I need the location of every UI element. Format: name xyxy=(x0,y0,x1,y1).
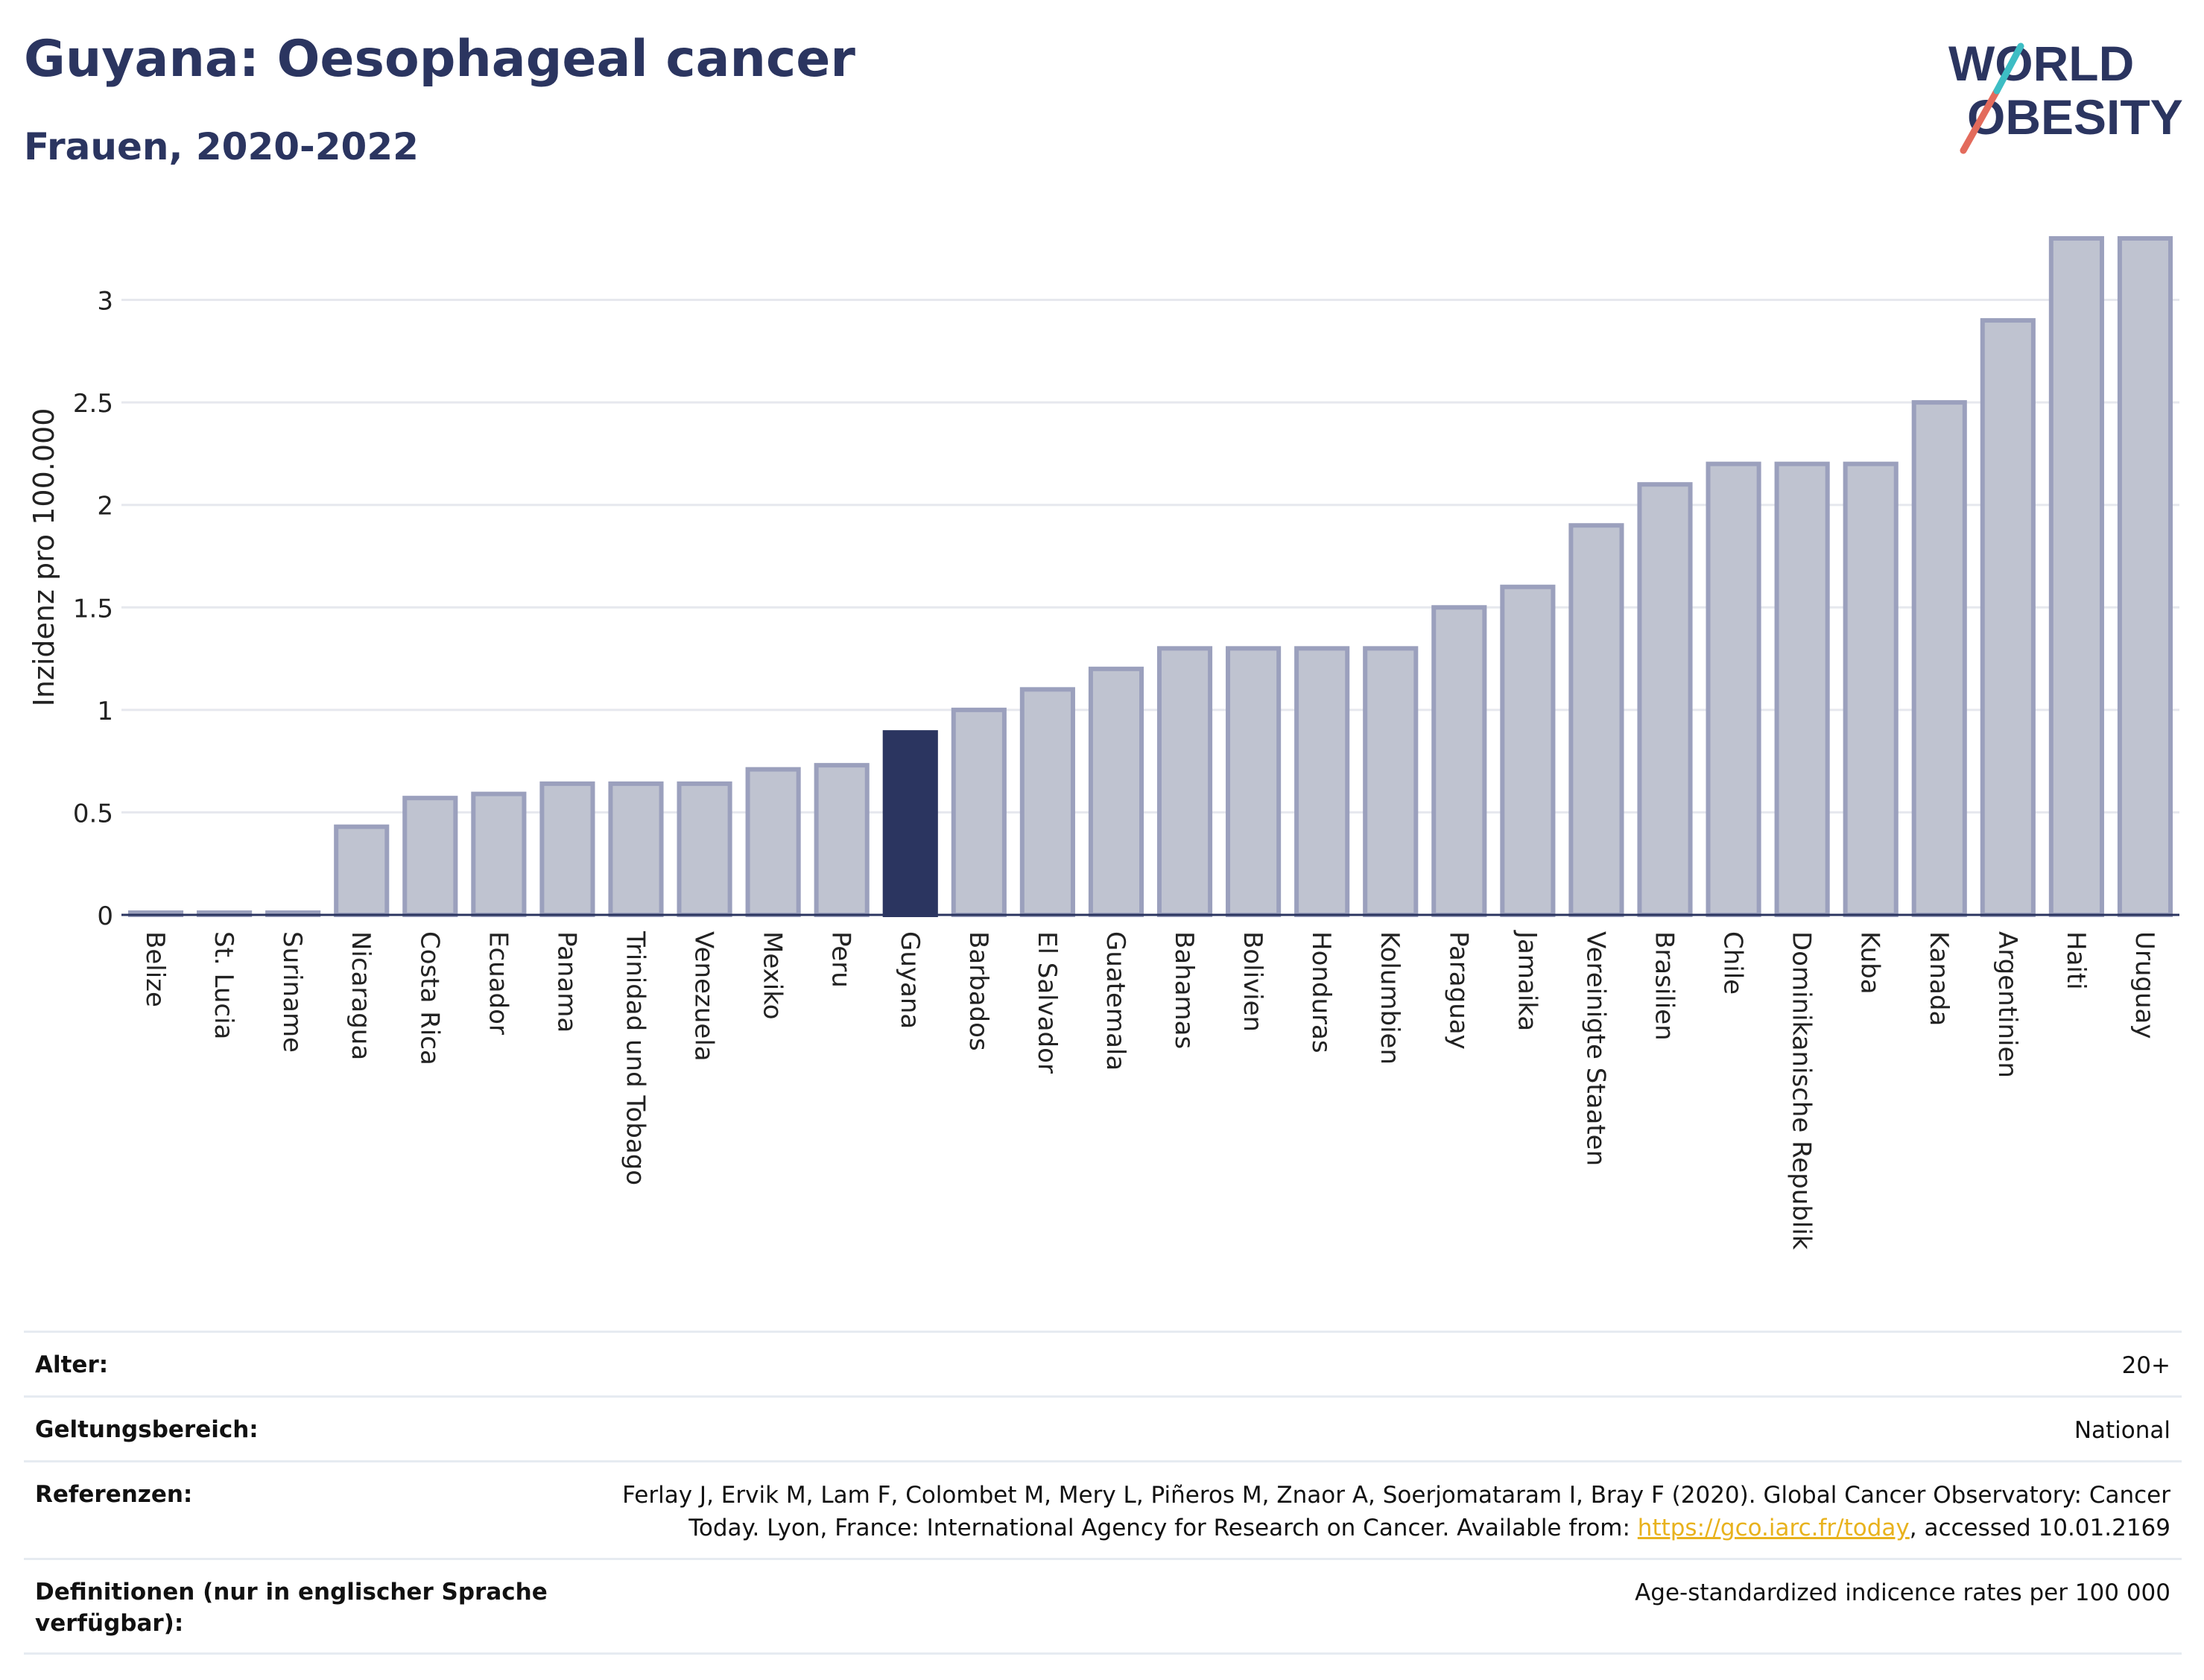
definitions-value: Age-standardized indicence rates per 100… xyxy=(1635,1579,2170,1606)
bar-barbados xyxy=(951,707,1007,918)
x-tick-label: Kanada xyxy=(1924,931,1954,1026)
x-tick-label: Vereinigte Staaten xyxy=(1580,931,1610,1166)
x-tick-label: Bolivien xyxy=(1238,931,1267,1032)
bar-guyana xyxy=(882,730,938,918)
bar-bahamas xyxy=(1156,646,1213,917)
x-tick-label: Kuba xyxy=(1855,931,1885,995)
bar-vereinigte-staaten xyxy=(1568,523,1624,917)
bar-panama xyxy=(539,781,595,918)
bar-costa-rica xyxy=(402,796,458,918)
y-axis-ticks: 0 0.5 1 1.5 2 2.5 3 xyxy=(73,287,113,931)
x-tick-label: El Salvador xyxy=(1032,931,1062,1074)
x-tick-label: Costa Rica xyxy=(414,931,444,1065)
bar-kolumbien xyxy=(1363,646,1419,917)
reference-text-1: Ferlay J, Ervik M, Lam F, Colombet M, Me… xyxy=(622,1482,2170,1509)
bar-ecuador xyxy=(471,791,527,918)
bar-paraguay xyxy=(1431,605,1487,917)
x-tick-label: Panama xyxy=(551,931,581,1033)
x-tick-label: Bahamas xyxy=(1169,931,1199,1049)
bar-honduras xyxy=(1294,646,1350,917)
y-tick-label: 2 xyxy=(97,492,113,522)
references-value: Ferlay J, Ervik M, Lam F, Colombet M, Me… xyxy=(571,1479,2170,1544)
x-tick-label: Guatemala xyxy=(1101,931,1130,1071)
x-tick-label: Paraguay xyxy=(1443,931,1473,1050)
y-tick-label: 1 xyxy=(97,697,113,726)
bar-trinidad-und-tobago xyxy=(608,781,664,918)
bar-el-salvador xyxy=(1019,687,1075,917)
bar-chile xyxy=(1706,461,1761,917)
scope-label: Geltungsbereich: xyxy=(35,1416,259,1443)
x-tick-label: Suriname xyxy=(277,931,307,1053)
meta-row-scope: Geltungsbereich: National xyxy=(24,1395,2182,1460)
y-axis-label: Inzidenz pro 100.000 xyxy=(28,408,60,707)
y-tick-label: 0.5 xyxy=(73,799,113,828)
x-tick-label: Brasilien xyxy=(1650,931,1679,1041)
bars xyxy=(127,236,2173,918)
definitions-label: Definitionen (nur in englischer Sprache … xyxy=(35,1579,548,1637)
bar-bolivien xyxy=(1226,646,1282,917)
page-subtitle: Frauen, 2020-2022 xyxy=(24,125,419,168)
reference-link[interactable]: https://gco.iarc.fr/today xyxy=(1637,1515,1910,1541)
world-obesity-logo: WORLD OBESITY xyxy=(1948,36,2183,154)
y-tick-label: 3 xyxy=(97,287,113,317)
logo-line2: OBESITY xyxy=(1967,89,2183,145)
x-axis-labels: Belize St. Lucia Suriname Nicaragua Costa Ri… xyxy=(140,930,2159,1250)
x-tick-label: Jamaika xyxy=(1512,930,1542,1031)
bar-uruguay xyxy=(2117,236,2173,917)
bar-argentinien xyxy=(1980,318,2036,917)
x-tick-label: Dominikanische Republik xyxy=(1787,931,1817,1250)
x-tick-label: St. Lucia xyxy=(209,931,238,1039)
meta-row-references: Referenzen: Ferlay J, Ervik M, Lam F, Co… xyxy=(24,1460,2182,1558)
reference-text-2: Today. Lyon, France: International Agenc… xyxy=(688,1515,1638,1541)
logo-line1: WORLD xyxy=(1948,36,2134,91)
x-tick-label: Mexiko xyxy=(758,931,788,1020)
reference-text-3: , accessed 10.01.2169 xyxy=(1909,1515,2170,1541)
metadata-table: Alter: 20+ Geltungsbereich: National Ref… xyxy=(24,1331,2182,1655)
meta-row-definitions: Definitionen (nur in englischer Sprache … xyxy=(24,1558,2182,1655)
bar-guatemala xyxy=(1088,666,1144,917)
x-tick-label: Honduras xyxy=(1306,931,1336,1053)
scope-value: National xyxy=(2074,1417,2170,1444)
bar-peru xyxy=(814,763,870,918)
x-tick-label: Kolumbien xyxy=(1375,931,1405,1065)
y-tick-label: 0 xyxy=(97,901,113,931)
bar-brasilien xyxy=(1637,482,1693,917)
x-tick-label: Venezuela xyxy=(689,931,719,1062)
bar-nicaragua xyxy=(334,824,390,917)
x-tick-label: Nicaragua xyxy=(346,931,376,1060)
x-tick-label: Trinidad und Tobago xyxy=(621,931,650,1185)
grid-lines xyxy=(121,299,2179,814)
x-tick-label: Barbados xyxy=(963,931,993,1051)
bar-jamaika xyxy=(1500,584,1556,917)
x-tick-label: Ecuador xyxy=(483,931,513,1035)
y-tick-label: 1.5 xyxy=(73,594,113,624)
bar-venezuela xyxy=(677,781,732,918)
x-tick-label: Uruguay xyxy=(2129,931,2159,1039)
y-tick-label: 2.5 xyxy=(73,389,113,419)
age-label: Alter: xyxy=(35,1351,109,1378)
bar-haiti xyxy=(2048,236,2104,917)
bar-chart: 0 0.5 1 1.5 2 2.5 3 Belize St. Lucia Suriname Nic… xyxy=(28,236,2179,1250)
x-tick-label: Haiti xyxy=(2061,931,2091,990)
bar-mexiko xyxy=(745,767,801,918)
x-tick-label: Belize xyxy=(140,931,170,1007)
bar-kuba xyxy=(1843,461,1899,917)
bar-kanada xyxy=(1911,400,1967,917)
x-tick-label: Chile xyxy=(1718,931,1748,995)
age-value: 20+ xyxy=(2121,1352,2170,1379)
page-title: Guyana: Oesophageal cancer xyxy=(24,30,855,89)
x-tick-label: Peru xyxy=(826,931,856,988)
bar-dominikanische-republik xyxy=(1774,461,1830,917)
x-tick-label: Argentinien xyxy=(1992,931,2022,1078)
x-tick-label: Guyana xyxy=(895,931,925,1029)
meta-row-age: Alter: 20+ xyxy=(24,1331,2182,1395)
references-label: Referenzen: xyxy=(35,1481,193,1508)
